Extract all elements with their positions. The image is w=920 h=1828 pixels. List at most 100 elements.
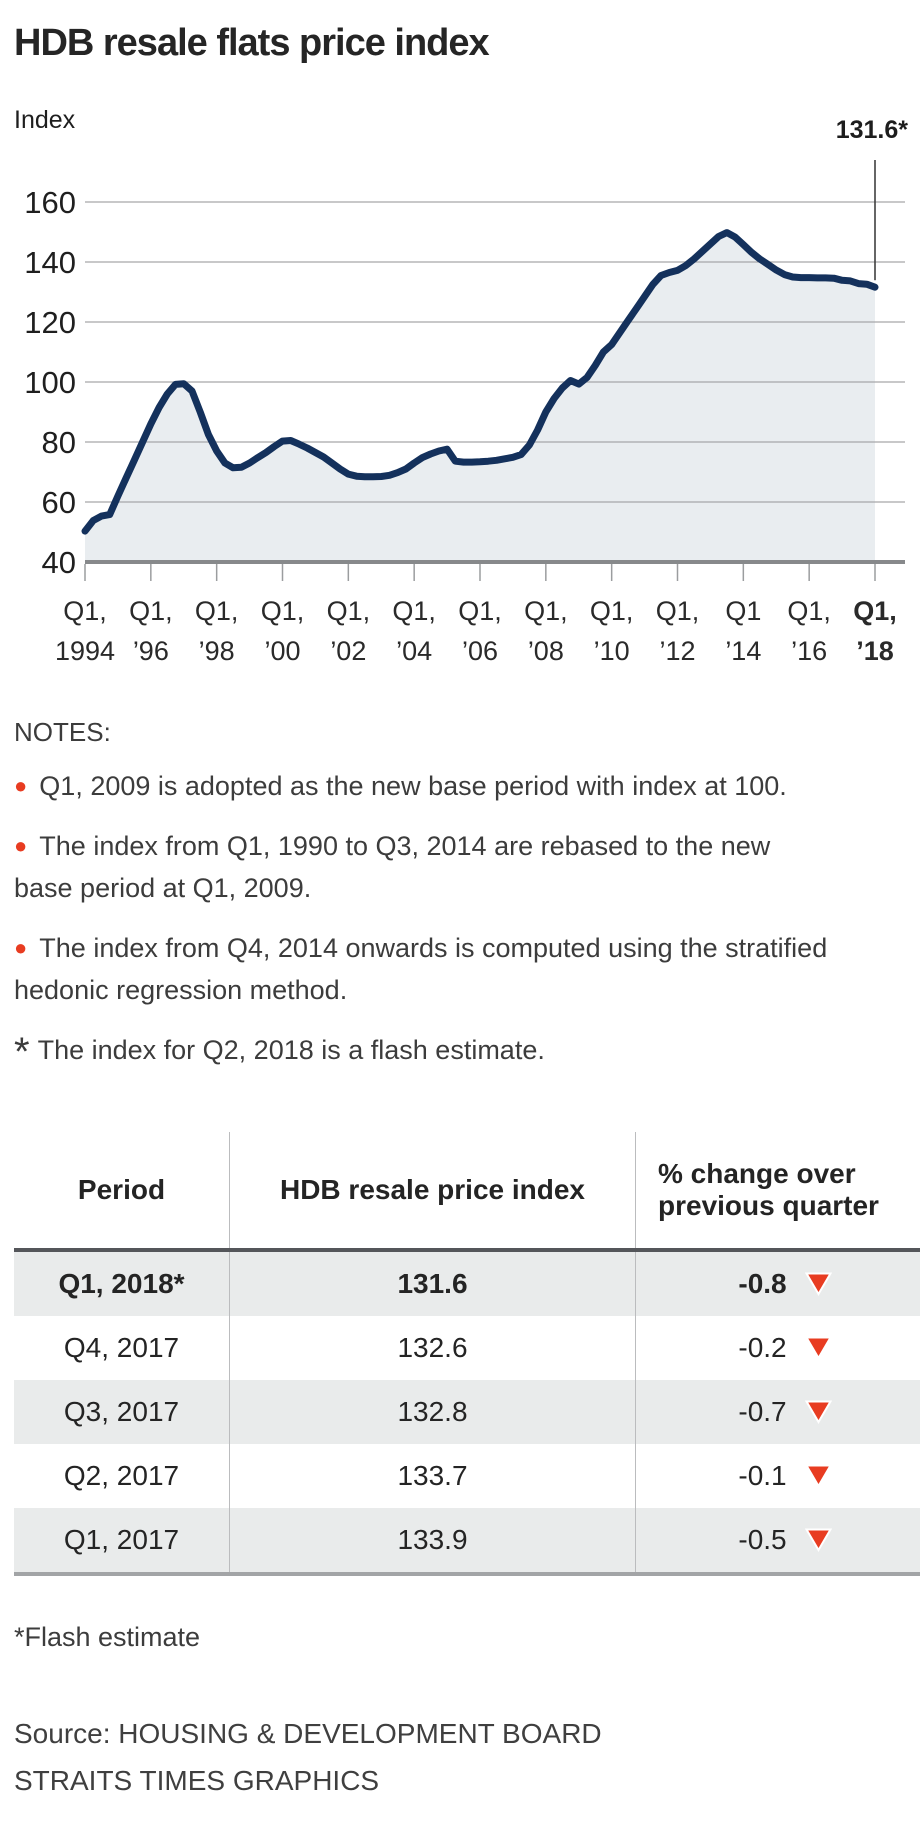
down-triangle-icon [804,1400,832,1424]
x-tick-label: Q1, [327,596,371,626]
x-tick-label: ’00 [264,636,300,666]
x-tick-label: Q1, [195,596,239,626]
change-value: -0.5 [637,1524,920,1556]
column-header-change: % change over previous quarter [635,1132,920,1252]
source-line: Source: HOUSING & DEVELOPMENT BOARD [14,1718,602,1749]
period-cell: Q1, 2017 [63,1524,180,1555]
period-cell: Q1, 2018* [58,1268,185,1299]
y-tick-label: 80 [42,425,76,460]
change-value: -0.1 [637,1460,920,1492]
down-triangle-icon [804,1464,832,1488]
change-value: -0.7 [637,1396,920,1428]
note-text: The index from Q4, 2014 onwards is compu… [14,932,828,1005]
index-value-cell: 133.9 [229,1508,636,1574]
change-cell: -0.5 [635,1508,920,1574]
x-tick-label: Q1, [590,596,634,626]
x-tick-label: ’08 [528,636,564,666]
down-triangle-icon [804,1272,832,1296]
notes-list: ● Q1, 2009 is adopted as the new base per… [14,766,834,1011]
column-header-index: HDB resale price index [229,1132,636,1252]
index-value-cell: 132.6 [229,1316,636,1380]
table-row: Q4, 2017 132.6 -0.2 [14,1316,920,1380]
x-tick-label: ’98 [199,636,235,666]
line-chart-svg: 160 140 120 100 80 60 40 Q1, 1994 Q1, ’96 Q1, ’98 Q1,… [24,160,905,666]
change-cell: -0.8 [635,1250,920,1316]
flash-estimate-note: * The index for Q2, 2018 is a flash estim… [14,1030,834,1072]
y-tick-label: 40 [42,545,76,580]
change-number: -0.7 [738,1396,787,1427]
change-number: -0.5 [738,1524,787,1555]
index-value-cell: 131.6 [229,1250,636,1316]
y-tick-label: 160 [24,185,76,220]
notes-heading: NOTES: [14,717,111,747]
down-triangle-icon [804,1336,832,1360]
change-value: -0.2 [637,1332,920,1364]
note-item: ● Q1, 2009 is adopted as the new base per… [14,766,834,808]
change-number: -0.1 [738,1460,787,1491]
asterisk-icon: * [14,1029,30,1074]
x-tick-label: Q1 [725,596,761,626]
x-tick-label: ’06 [462,636,498,666]
quarterly-table: Period HDB resale price index % change o… [14,1132,920,1576]
down-triangle-icon [804,1528,832,1552]
x-tick-label: ’18 [856,636,894,666]
x-tick-label: Q1, [853,596,897,626]
change-number: -0.8 [738,1268,787,1299]
bullet-icon: ● [14,833,28,859]
period-cell: Q3, 2017 [63,1396,180,1427]
change-cell: -0.7 [635,1380,920,1444]
x-tick-label: Q1, [787,596,831,626]
page-title: HDB resale flats price index [14,22,490,64]
index-line [81,229,879,535]
x-tick-label: ’14 [725,636,761,666]
x-tick-label: Q1, [392,596,436,626]
x-tick-label: 1994 [55,636,115,666]
bullet-icon: ● [14,773,28,799]
x-tick-label: Q1, [656,596,700,626]
table-header-row: Period HDB resale price index % change o… [14,1132,920,1252]
x-tick-label: Q1, [458,596,502,626]
y-tick-label: 100 [24,365,76,400]
column-header-period: Period [14,1132,230,1252]
credit-line: STRAITS TIMES GRAPHICS [14,1765,380,1796]
change-cell: -0.1 [635,1444,920,1508]
y-tick-label: 60 [42,485,76,520]
index-value-cell: 133.7 [229,1444,636,1508]
x-tick-label: ’02 [330,636,366,666]
y-tick-label: 120 [24,305,76,340]
table-row: Q1, 2017 133.9 -0.5 [14,1508,920,1574]
y-tick-label: 140 [24,245,76,280]
x-tick-label: Q1, [261,596,305,626]
area-fill [85,232,875,562]
x-tick-label: ’16 [791,636,827,666]
latest-value-callout: 131.6* [835,116,908,144]
period-cell: Q2, 2017 [63,1460,180,1491]
table-row: Q2, 2017 133.7 -0.1 [14,1444,920,1508]
x-tick-label: ’04 [396,636,432,666]
x-tick-label: ’12 [659,636,695,666]
notes-section: NOTES: ● Q1, 2009 is adopted as the new b… [14,712,834,1072]
table-header: Period HDB resale price index % change o… [14,1132,920,1252]
x-tick-label: Q1, [63,596,107,626]
x-tick-label: ’10 [594,636,630,666]
flash-footnote: *Flash estimate [14,1622,201,1652]
x-tick-label: Q1, [129,596,173,626]
bullet-icon: ● [14,934,28,960]
table-row: Q1, 2018* 131.6 -0.8 [14,1250,920,1316]
flash-estimate-text: The index for Q2, 2018 is a flash estima… [37,1034,545,1065]
note-text: Q1, 2009 is adopted as the new base peri… [39,771,787,802]
table-row: Q3, 2017 132.8 -0.7 [14,1380,920,1444]
x-tick-label: ’96 [133,636,169,666]
table-body: Q1, 2018* 131.6 -0.8 Q4, 2017 132.6 -0.2 Q3, 2… [14,1250,920,1574]
note-text: The index from Q1, 1990 to Q3, 2014 are … [14,831,771,903]
change-value: -0.8 [637,1268,920,1300]
x-tick-label: Q1, [524,596,568,626]
y-axis-title: Index [14,106,76,134]
change-cell: -0.2 [635,1316,920,1380]
note-item: ● The index from Q1, 1990 to Q3, 2014 are… [14,826,834,910]
note-item: ● The index from Q4, 2014 onwards is comp… [14,928,834,1012]
index-value-cell: 132.8 [229,1380,636,1444]
period-cell: Q4, 2017 [63,1332,180,1363]
change-number: -0.2 [738,1332,787,1363]
